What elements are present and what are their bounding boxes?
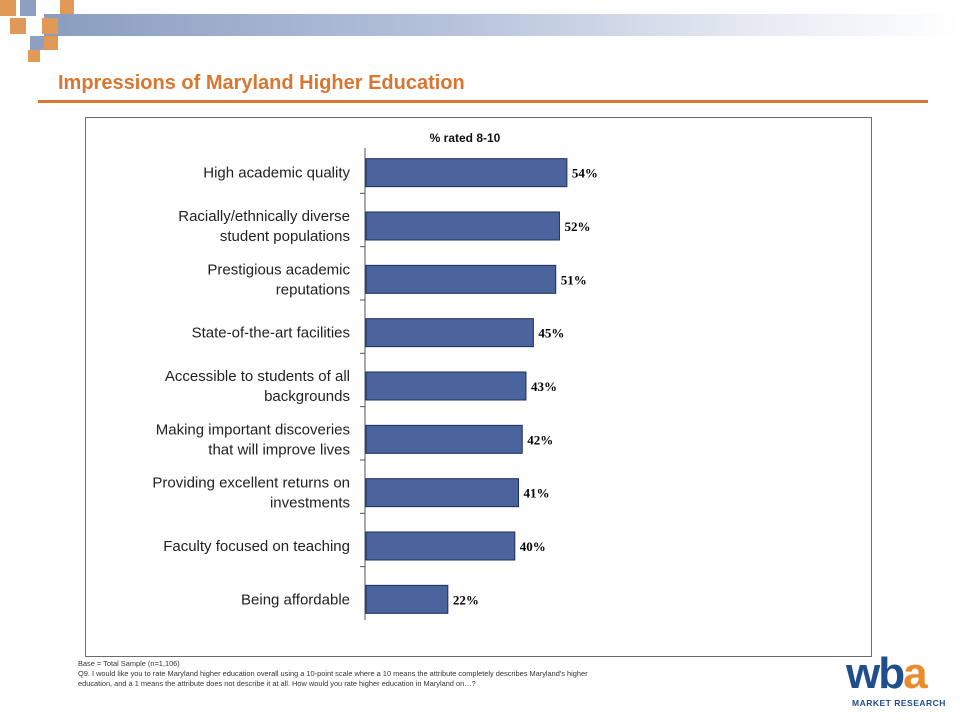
logo-wordmark: wba	[846, 649, 928, 698]
bar-value-label: 42%	[527, 432, 553, 447]
decor-square	[10, 18, 26, 34]
category-label: Making important discoveries that will im…	[156, 421, 350, 458]
decor-square	[60, 0, 74, 14]
decor-square	[30, 36, 44, 50]
bar-value-label: 54%	[572, 166, 598, 181]
decor-square	[42, 18, 58, 34]
category-label-line: reputations	[276, 281, 350, 298]
category-label-line: student populations	[220, 228, 350, 245]
logo-letter-w: w	[846, 649, 880, 698]
bar	[365, 264, 557, 294]
header-gradient-band	[44, 14, 960, 36]
category-label-line: Faculty focused on teaching	[163, 538, 350, 555]
bar-value-label: 51%	[561, 272, 587, 287]
question-note-line-2: education, and a 1 means the attribute d…	[78, 679, 476, 688]
bar	[365, 478, 520, 508]
category-label-line: State-of-the-art facilities	[192, 325, 350, 342]
category-label-line: that will improve lives	[208, 441, 350, 458]
logo-letter-a: a	[903, 649, 928, 698]
bar	[365, 318, 534, 348]
bar-value-label: 40%	[520, 539, 546, 554]
category-label: High academic quality	[203, 165, 350, 182]
logo-letter-b: b	[878, 649, 905, 698]
category-label: Being affordable	[241, 591, 350, 608]
category-label-line: Making important discoveries	[156, 421, 350, 438]
bar-value-label: 52%	[564, 219, 590, 234]
category-label-line: investments	[270, 495, 350, 512]
bar	[365, 158, 568, 188]
category-label: State-of-the-art facilities	[192, 325, 350, 342]
category-label-line: Racially/ethnically diverse	[178, 208, 350, 225]
bar	[365, 584, 449, 614]
category-label-line: Being affordable	[241, 591, 350, 608]
category-label: Racially/ethnically diverse student popul…	[178, 208, 350, 245]
bar-value-label: 41%	[524, 486, 550, 501]
question-note-line-1: Q9. I would like you to rate Maryland hi…	[78, 669, 588, 678]
category-label: Prestigious academic reputations	[207, 261, 350, 298]
bar-chart: % rated 8-10 54% High academic quality 52% R…	[152, 131, 598, 620]
category-label-line: Accessible to students of all	[165, 368, 350, 385]
decor-square	[28, 50, 40, 62]
decor-square	[44, 36, 58, 50]
title-underline	[38, 100, 928, 103]
wba-logo: wba MARKET RESEARCH	[840, 650, 952, 712]
base-note: Base = Total Sample (n=1,106)	[78, 659, 180, 668]
bar-value-label: 45%	[538, 326, 564, 341]
category-label: Accessible to students of all backgrounds	[165, 368, 350, 405]
category-label: Faculty focused on teaching	[163, 538, 350, 555]
bar	[365, 424, 523, 454]
footnotes: Base = Total Sample (n=1,106) Q9. I woul…	[78, 659, 758, 689]
slide-title: Impressions of Maryland Higher Education	[58, 72, 465, 94]
category-label-line: Providing excellent returns on	[152, 475, 350, 492]
bar	[365, 371, 527, 401]
bar-value-label: 22%	[453, 592, 479, 607]
decor-square	[20, 0, 36, 16]
logo-subtitle: MARKET RESEARCH	[852, 698, 946, 708]
category-label-line: Prestigious academic	[207, 261, 350, 278]
chart-subtitle: % rated 8-10	[430, 131, 501, 145]
bar-value-label: 43%	[531, 379, 557, 394]
decor-square	[0, 0, 16, 16]
bar	[365, 531, 516, 561]
category-label-line: backgrounds	[264, 388, 350, 405]
category-label: Providing excellent returns on investment…	[152, 475, 350, 512]
bar	[365, 211, 560, 241]
category-label-line: High academic quality	[203, 165, 350, 182]
